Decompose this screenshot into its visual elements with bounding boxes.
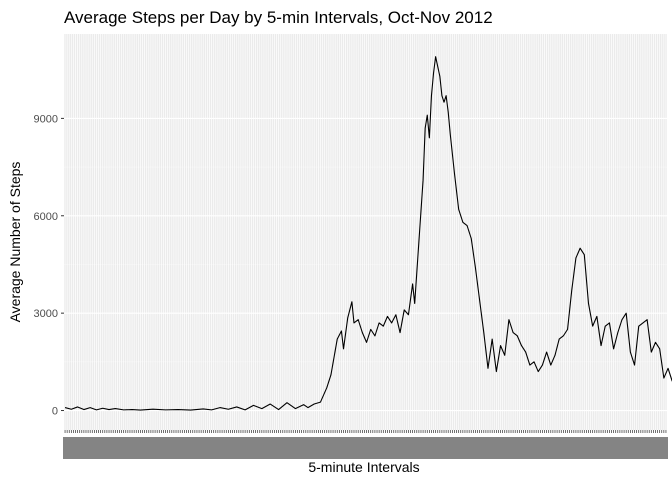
x-tick-labels-illegible <box>63 437 668 459</box>
chart-title: Average Steps per Day by 5-min Intervals… <box>64 8 493 27</box>
x-axis <box>63 430 668 459</box>
grid-minor <box>64 166 667 363</box>
series-layer <box>64 56 672 411</box>
y-axis: 0 3000 6000 9000 <box>34 113 64 418</box>
y-tick-label: 6000 <box>34 211 58 223</box>
x-axis-label: 5-minute Intervals <box>308 459 419 475</box>
y-tick-label: 0 <box>52 406 58 418</box>
series-line <box>64 56 672 411</box>
y-axis-label: Average Number of Steps <box>7 162 23 323</box>
y-tick-label: 3000 <box>34 308 58 320</box>
plot-panel <box>64 34 667 430</box>
y-tick-label: 9000 <box>34 113 58 125</box>
grid-major <box>64 34 667 430</box>
